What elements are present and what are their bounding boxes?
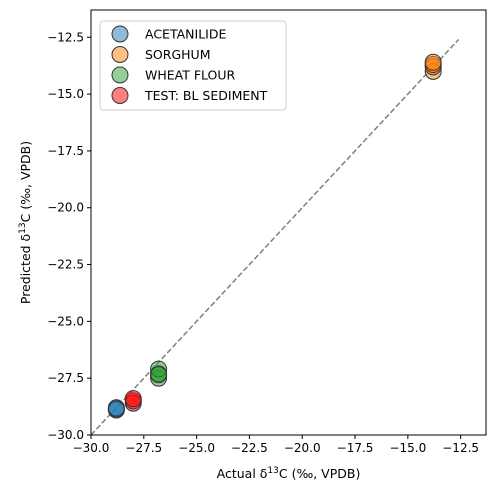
y-tick-label: −22.5 (47, 258, 84, 272)
y-tick-label: −17.5 (47, 144, 84, 158)
data-point-0-2 (107, 400, 125, 418)
legend-marker-2 (111, 66, 129, 84)
plot-frame (90, 9, 487, 436)
x-tick-label: −25.0 (178, 441, 215, 455)
x-axis-label: Actual δ13C (‰, VPDB) (217, 466, 361, 481)
y-axis-label: Predicted δ13C (‰, VPDB) (18, 141, 33, 304)
legend-marker-1 (111, 46, 129, 63)
data-point-1-3 (424, 53, 442, 71)
x-tick-label: −17.5 (337, 441, 374, 455)
legend-label-1: SORGHUM (145, 47, 210, 62)
x-tick-label: −30.0 (73, 441, 110, 455)
x-tick-label: −22.5 (231, 441, 268, 455)
y-tick-label: −27.5 (47, 371, 84, 385)
legend-box (99, 20, 287, 111)
legend-label-2: WHEAT FLOUR (145, 68, 236, 83)
y-tick-label: −12.5 (47, 30, 84, 44)
plot-area (90, 39, 460, 436)
legend-marker-0 (111, 25, 129, 43)
y-tick-label: −20.0 (47, 201, 84, 215)
y-tick-label: −25.0 (47, 314, 84, 328)
data-point-2-3 (150, 366, 168, 384)
y-tick-label: −30.0 (47, 428, 84, 442)
legend-marker-3 (111, 87, 129, 104)
x-tick-label: −27.5 (125, 441, 162, 455)
x-tick-label: −12.5 (442, 441, 479, 455)
axis-ticks: −30.0 −27.5 −25.0 −22.5 −20.0 −17.5 −15.0 −12.5… (47, 30, 479, 455)
y-tick-label: −15.0 (47, 87, 84, 101)
x-tick-label: −15.0 (389, 441, 426, 455)
legend-label-3: TEST: BL SEDIMENT (144, 88, 268, 103)
legend: ACETANILIDE SORGHUM WHEAT FLOUR TEST: BL SE… (99, 20, 287, 111)
legend-label-0: ACETANILIDE (145, 27, 226, 42)
x-tick-label: −20.0 (284, 441, 321, 455)
data-point-3-2 (124, 390, 142, 408)
